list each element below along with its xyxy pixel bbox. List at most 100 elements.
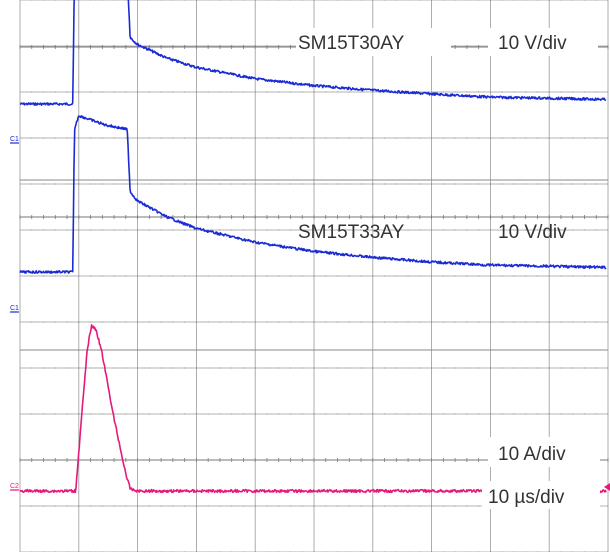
grid-dot [372, 183, 374, 185]
grid-dot [572, 229, 574, 231]
grid-dot [219, 91, 221, 93]
grid-dot [160, 0, 162, 1]
panel2-part-label: SM15T33AY [298, 222, 405, 243]
label-bg-panel1-part [296, 28, 451, 56]
grid-dot [207, 137, 209, 139]
grid-dot [172, 505, 174, 507]
grid-dot [289, 413, 291, 415]
grid-dot [501, 0, 503, 1]
grid-dot [595, 367, 597, 369]
grid-dot [419, 459, 421, 461]
grid-dot [78, 321, 80, 323]
grid-dot [172, 183, 174, 185]
grid-dot [454, 275, 456, 277]
grid-dot [113, 275, 115, 277]
panel1-part-label: SM15T30AY [298, 33, 405, 54]
grid-dot [242, 0, 244, 1]
grid-dot [301, 183, 303, 185]
grid-dot [442, 137, 444, 139]
grid-dot [195, 91, 197, 93]
grid-dot [289, 367, 291, 369]
grid-dot [466, 367, 468, 369]
grid-dot [242, 91, 244, 93]
grid-dot [513, 229, 515, 231]
grid-dot [90, 137, 92, 139]
grid-dot [337, 459, 339, 461]
grid-dot [419, 275, 421, 277]
grid-dot [419, 229, 421, 231]
ch1-marker-mid: C1 [10, 305, 19, 312]
grid-dot [54, 321, 56, 323]
grid-dot [78, 183, 80, 185]
grid-dot [560, 183, 562, 185]
grid-dot [360, 275, 362, 277]
grid-dot [407, 137, 409, 139]
grid-dot [478, 275, 480, 277]
grid-dot [454, 183, 456, 185]
grid-dot [454, 459, 456, 461]
grid-dot [137, 367, 139, 369]
grid-dot [560, 91, 562, 93]
grid-dot [525, 91, 527, 93]
grid-dot [466, 183, 468, 185]
grid-dot [125, 45, 127, 47]
grid-dot [489, 413, 491, 415]
grid-dot [148, 229, 150, 231]
grid-dot [160, 183, 162, 185]
grid-dot [66, 45, 68, 47]
grid-dot [78, 137, 80, 139]
grid-dot [289, 183, 291, 185]
grid-dot [66, 183, 68, 185]
grid-dot [242, 505, 244, 507]
grid-dot [266, 413, 268, 415]
grid-dot [242, 183, 244, 185]
grid-dot [360, 0, 362, 1]
grid-dot [254, 459, 256, 461]
grid-dot [325, 275, 327, 277]
grid-dot [572, 367, 574, 369]
grid-dot [583, 91, 585, 93]
grid-dot [278, 229, 280, 231]
grid-dot [489, 321, 491, 323]
grid-dot [78, 505, 80, 507]
grid-dot [395, 183, 397, 185]
grid-dot [325, 183, 327, 185]
grid-dot [160, 91, 162, 93]
grid-dot [407, 459, 409, 461]
grid-dot [536, 137, 538, 139]
grid-dot [219, 275, 221, 277]
grid-dot [513, 413, 515, 415]
grid-dot [43, 45, 45, 47]
grid-dot [242, 367, 244, 369]
grid-dot [478, 413, 480, 415]
grid-dot [325, 91, 327, 93]
grid-dot [466, 45, 468, 47]
grid-dot [266, 137, 268, 139]
grid-dot [90, 229, 92, 231]
grid-dot [548, 413, 550, 415]
grid-dot [466, 413, 468, 415]
grid-dot [525, 367, 527, 369]
grid-dot [90, 45, 92, 47]
grid-dot [548, 137, 550, 139]
grid-dot [595, 91, 597, 93]
grid-dot [195, 275, 197, 277]
grid-dot [184, 321, 186, 323]
grid-dot [160, 321, 162, 323]
grid-dot [172, 137, 174, 139]
grid-dot [54, 505, 56, 507]
grid-dot [395, 459, 397, 461]
grid-dot [66, 137, 68, 139]
grid-dot [231, 45, 233, 47]
grid-dot [184, 0, 186, 1]
grid-dot [219, 321, 221, 323]
grid-dot [113, 367, 115, 369]
grid-dot [219, 367, 221, 369]
grid-dot [254, 183, 256, 185]
grid-dot [54, 229, 56, 231]
grid-dot [207, 183, 209, 185]
grid-dot [595, 321, 597, 323]
grid-dot [442, 275, 444, 277]
grid-dot [301, 413, 303, 415]
grid-dot [431, 413, 433, 415]
